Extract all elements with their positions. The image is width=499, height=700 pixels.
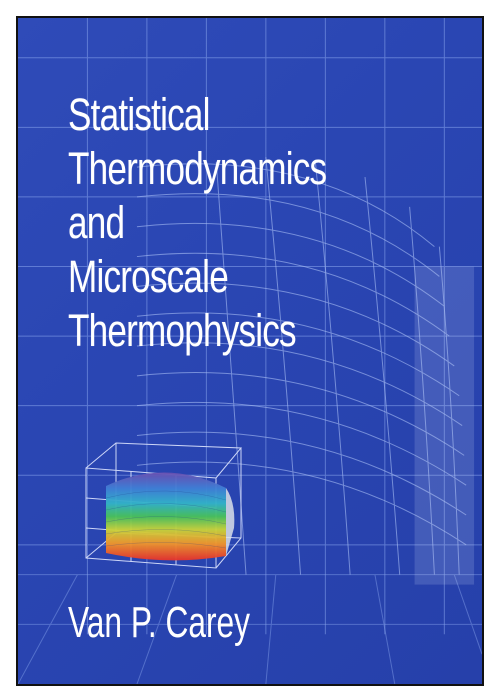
title-line-3: and xyxy=(68,197,125,248)
title-line-2: Thermodynamics xyxy=(68,143,327,194)
background-surface-grid xyxy=(18,18,482,684)
title-line-4: Microscale xyxy=(68,251,229,302)
3d-surface-plot-icon xyxy=(85,442,243,569)
book-title: Statistical Thermodynamics and Microscal… xyxy=(68,88,448,358)
title-line-5: Thermophysics xyxy=(68,305,297,356)
title-line-1: Statistical xyxy=(68,89,210,140)
book-cover: Statistical Thermodynamics and Microscal… xyxy=(16,16,484,686)
author-name: Van P. Carey xyxy=(68,598,250,647)
